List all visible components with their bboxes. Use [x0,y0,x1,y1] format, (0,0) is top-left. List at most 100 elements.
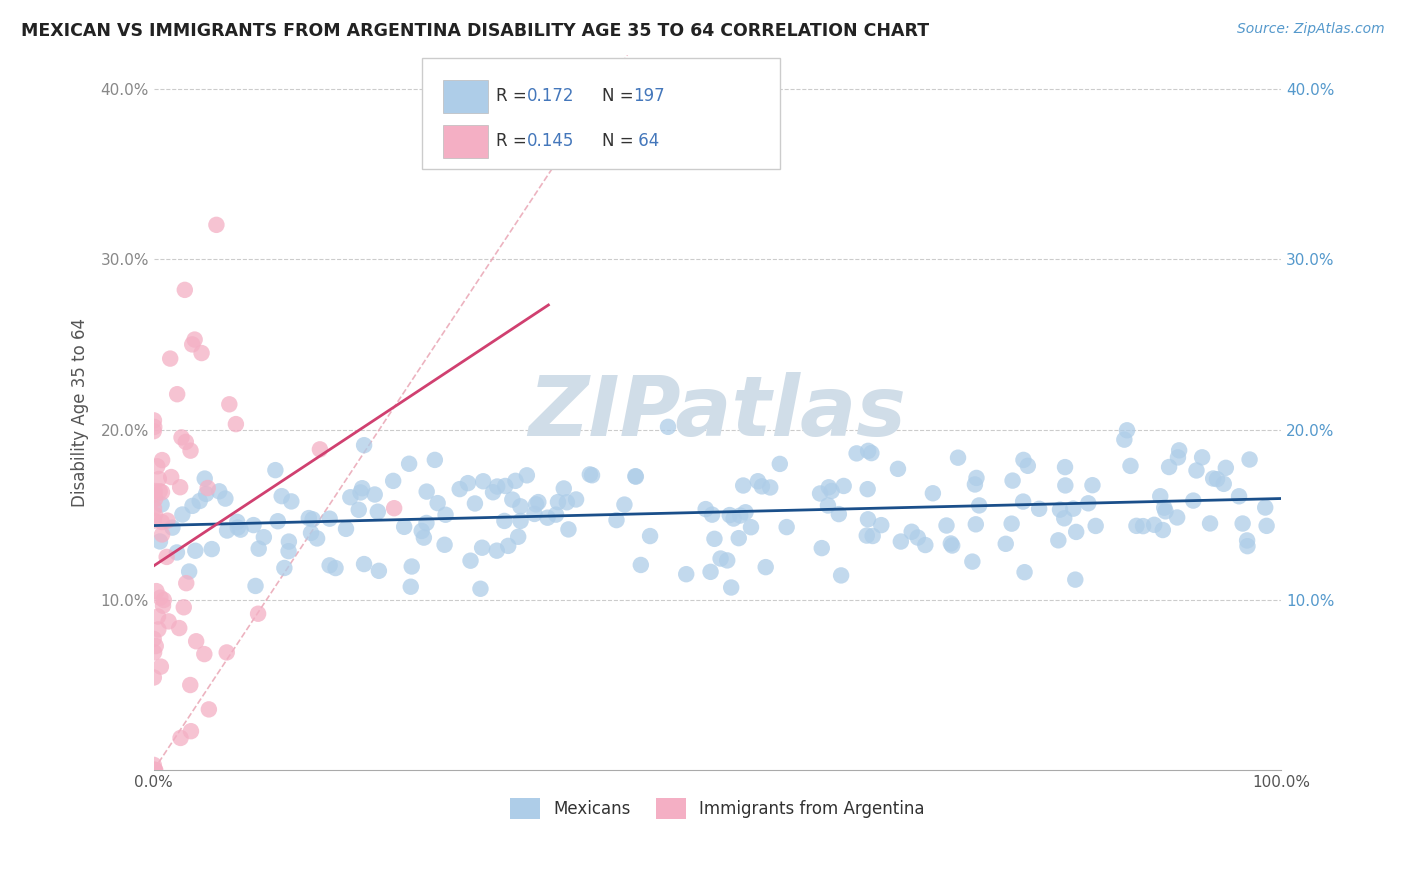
Point [1185,463,1208,477]
Point [624,469,647,483]
Point [184,543,207,558]
Point [751,479,773,493]
Point [501,492,523,507]
Point [367,505,389,519]
Text: 0.145: 0.145 [527,132,575,150]
Point [1154,504,1177,518]
Point [149,591,172,605]
Point [143,420,166,434]
Point [247,607,270,621]
Point [173,600,195,615]
Point [229,523,252,537]
Point [166,545,188,559]
Point [142,413,165,427]
Point [307,532,329,546]
Point [143,763,166,777]
Point [581,468,603,483]
Point [1119,458,1142,473]
Point [181,337,204,351]
Point [415,516,437,530]
Point [142,763,165,777]
Point [157,615,180,629]
Point [624,469,647,483]
Point [143,488,166,502]
Point [179,565,201,579]
Point [820,483,842,498]
Point [367,564,389,578]
Point [180,724,202,739]
Point [1182,493,1205,508]
Point [142,514,165,528]
Point [755,560,778,574]
Point [183,333,205,347]
Point [1064,524,1087,539]
Point [494,514,516,528]
Text: R =: R = [496,132,533,150]
Point [817,480,839,494]
Point [412,531,434,545]
Point [145,584,167,599]
Point [152,599,174,613]
Point [1062,501,1084,516]
Point [638,529,661,543]
Point [862,529,884,543]
Point [470,582,492,596]
Point [1047,533,1070,548]
Point [579,467,602,482]
Point [1001,474,1024,488]
Point [716,553,738,567]
Point [747,474,769,488]
Point [150,498,173,512]
Point [718,508,741,522]
Point [605,513,627,527]
Point [143,508,166,522]
Point [195,487,218,501]
Point [247,541,270,556]
Point [142,763,165,777]
Point [1084,519,1107,533]
Point [963,477,986,491]
Point [1114,433,1136,447]
Point [174,434,197,449]
Point [325,561,347,575]
Point [299,525,322,540]
Legend: Mexicans, Immigrants from Argentina: Mexicans, Immigrants from Argentina [503,791,932,826]
Point [173,283,195,297]
Point [156,514,179,528]
Point [1206,472,1229,486]
Point [613,498,636,512]
Point [699,565,721,579]
Point [146,459,169,474]
Point [142,632,165,646]
Point [1053,511,1076,525]
Point [1081,478,1104,492]
Point [1159,460,1181,475]
Point [966,471,988,485]
Point [1236,533,1258,548]
Point [1143,517,1166,532]
Point [703,532,725,546]
Point [226,515,249,529]
Point [508,530,530,544]
Text: ZIPatlas: ZIPatlas [529,372,907,453]
Point [962,555,984,569]
Point [277,544,299,558]
Point [769,457,792,471]
Point [167,621,190,635]
Point [205,218,228,232]
Point [557,522,579,536]
Y-axis label: Disability Age 35 to 64: Disability Age 35 to 64 [72,318,89,507]
Point [194,472,217,486]
Point [810,541,832,555]
Point [392,520,415,534]
Point [523,507,546,521]
Point [415,484,437,499]
Point [190,346,212,360]
Point [264,463,287,477]
Point [208,484,231,499]
Point [720,581,742,595]
Point [218,397,240,411]
Point [505,474,527,488]
Point [727,531,749,545]
Point [169,480,191,494]
